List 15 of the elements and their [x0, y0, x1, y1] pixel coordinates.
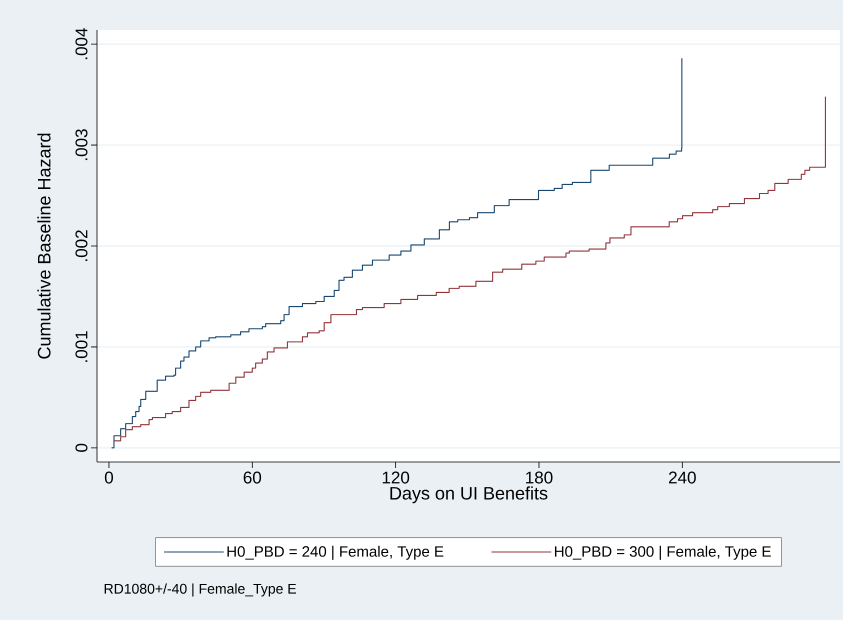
- y-tick-label: .002: [75, 230, 88, 261]
- legend-label: H0_PBD = 240 | Female, Type E: [227, 546, 444, 560]
- x-tick-label: 0: [104, 472, 114, 484]
- x-tick-label: 240: [669, 472, 696, 484]
- y-axis-title: Cumulative Baseline Hazard: [37, 134, 51, 359]
- y-tick-label: 0: [75, 444, 88, 452]
- y-tick-label: .004: [75, 28, 88, 60]
- x-tick-label: 180: [526, 472, 552, 484]
- x-tick-label: 60: [244, 472, 262, 484]
- text: RD1080+/-40 | Female_Type E: [104, 583, 296, 597]
- x-axis-title: Days on UI Benefits: [390, 486, 548, 504]
- y-tick-label: .001: [75, 331, 88, 362]
- legend-label: H0_PBD = 300 | Female, Type E: [554, 546, 771, 560]
- y-tick-label: .003: [75, 129, 88, 160]
- x-tick-label: 120: [382, 472, 410, 484]
